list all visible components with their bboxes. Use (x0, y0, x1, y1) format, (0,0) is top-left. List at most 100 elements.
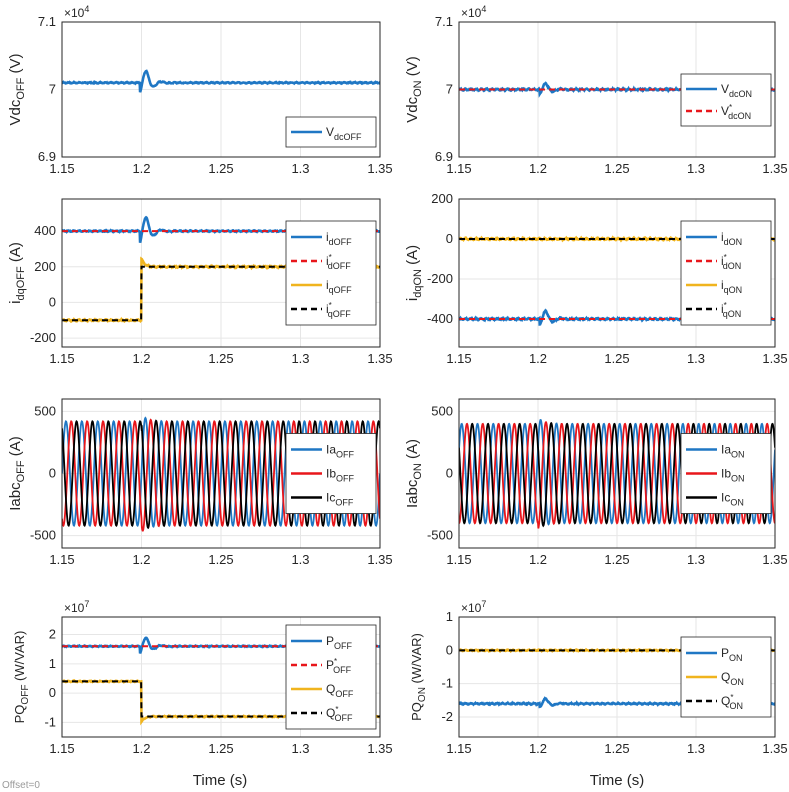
legend-label: Q* ON (721, 693, 743, 711)
x-tick-label: 1.2 (132, 161, 150, 176)
x-tick-label: 1.2 (529, 552, 547, 567)
panel-idq_off: 1.15 1.2 1.25 1.3 1.35 400 200 0 -200 idqOFF (A) i… (7, 198, 393, 366)
legend-label: idOFF (326, 230, 352, 247)
x-tick-label: 1.25 (208, 741, 233, 756)
legend: IaON IbON IcON (680, 433, 772, 514)
x-tick-label: 1.3 (291, 552, 309, 567)
y-axis-label: VdcON (V) (404, 56, 424, 123)
axes-frame (458, 398, 776, 549)
legend: POFF P* OFF QOFF Q* OFF (285, 624, 377, 730)
y-tick-label: 200 (431, 191, 453, 206)
x-axis-label-right: Time (s) (590, 772, 644, 789)
y-axis-label: IabcOFF (A) (7, 436, 27, 511)
y-tick-label: 500 (34, 403, 56, 418)
y-tick-label: 0 (446, 466, 453, 481)
y-tick-label: 7 (49, 82, 56, 97)
y-axis-label: PQOFF (W/VAR) (12, 631, 31, 724)
legend-label: POFF (326, 634, 353, 651)
y-tick-label: 0 (446, 231, 453, 246)
y-tick-label: 2 (49, 627, 56, 642)
y-tick-label: 500 (431, 403, 453, 418)
y-tick-label: -400 (427, 311, 453, 326)
x-tick-label: 1.35 (762, 552, 787, 567)
x-tick-label: 1.35 (367, 161, 392, 176)
legend-box (285, 624, 377, 730)
x-tick-label: 1.3 (687, 552, 705, 567)
axes-frame (458, 616, 776, 738)
x-tick-label: 1.35 (367, 741, 392, 756)
exponent-label: ×107 (64, 599, 89, 615)
legend-label: iqOFF (326, 278, 352, 295)
x-tick-label: 1.35 (762, 351, 787, 366)
legend: idON i* dON iqON i* qON (680, 220, 772, 326)
y-tick-label: 0 (446, 642, 453, 657)
legend-label: iqON (721, 278, 742, 295)
axes-frame (458, 21, 776, 158)
x-tick-label: 1.25 (604, 161, 629, 176)
series-line-VdcOFF (62, 69, 380, 93)
x-tick-label: 1.25 (208, 161, 233, 176)
legend-label: i* qON (721, 301, 741, 319)
legend-label: i* qOFF (326, 301, 351, 319)
legend-label: QON (721, 670, 744, 687)
x-tick-label: 1.2 (529, 161, 547, 176)
y-tick-label: -1 (441, 676, 453, 691)
x-tick-label: 1.3 (687, 741, 705, 756)
x-tick-label: 1.3 (687, 161, 705, 176)
y-tick-label: -200 (30, 330, 56, 345)
legend-box (285, 220, 377, 326)
series-line-IaOFF (62, 416, 380, 528)
exponent-label: ×107 (461, 599, 486, 615)
legend-label: P* OFF (326, 657, 352, 675)
legend-label: IaON (721, 443, 745, 460)
legend: VdcON V* dcON (680, 73, 772, 127)
panel-iabc_on: 1.15 1.2 1.25 1.3 1.35 500 0 -500 IabcON (A) IaON… (404, 398, 788, 567)
x-tick-label: 1.35 (762, 161, 787, 176)
y-tick-label: -200 (427, 271, 453, 286)
y-tick-label: -1 (44, 714, 56, 729)
y-tick-label: 1 (446, 609, 453, 624)
x-tick-label: 1.15 (49, 741, 74, 756)
y-axis-label: PQON (W/VAR) (409, 633, 428, 721)
x-axis-label-left: Time (s) (193, 772, 247, 789)
axes-frame (61, 198, 381, 348)
y-tick-label: 0 (49, 294, 56, 309)
x-tick-label: 1.15 (49, 552, 74, 567)
panel-vdc_on: 1.15 1.2 1.25 1.3 1.35 7.1 7 6.9 ×104 VdcON (V) Vd… (404, 4, 788, 176)
legend-label: PON (721, 646, 743, 663)
y-tick-label: -500 (30, 528, 56, 543)
legend-label: IcOFF (326, 491, 354, 508)
series-line-IbOFF (62, 418, 380, 532)
x-tick-label: 1.3 (687, 351, 705, 366)
x-tick-label: 1.15 (49, 351, 74, 366)
legend-box (680, 73, 772, 127)
x-tick-label: 1.25 (604, 552, 629, 567)
x-tick-label: 1.2 (132, 552, 150, 567)
legend-label: i* dON (721, 253, 741, 271)
legend-label: VdcON (721, 82, 752, 99)
panel-iabc_off: 1.15 1.2 1.25 1.3 1.35 500 0 -500 IabcOFF (A) IaO… (7, 398, 393, 567)
x-tick-label: 1.35 (762, 741, 787, 756)
legend-label: i* dOFF (326, 253, 351, 271)
x-tick-label: 1.35 (367, 552, 392, 567)
y-axis-label: idqON (A) (404, 245, 424, 301)
y-tick-label: -2 (441, 709, 453, 724)
legend-label: IcON (721, 491, 744, 508)
y-tick-label: 7 (446, 82, 453, 97)
legend: IaOFF IbOFF IcOFF (285, 433, 377, 514)
legend-label: VdcOFF (326, 125, 362, 142)
legend-label: V* dcON (721, 103, 751, 121)
panel-vdc_off: 1.15 1.2 1.25 1.3 1.35 7.1 7 6.9 ×104 VdcOFF (V) V… (7, 4, 393, 176)
x-tick-label: 1.15 (49, 161, 74, 176)
y-axis-label: VdcOFF (V) (7, 53, 27, 125)
x-tick-label: 1.2 (529, 741, 547, 756)
legend-label: idON (721, 230, 742, 247)
x-tick-label: 1.15 (446, 552, 471, 567)
legend: VdcOFF (285, 116, 377, 148)
x-tick-label: 1.15 (446, 161, 471, 176)
axes-frame (458, 198, 776, 348)
y-tick-label: 6.9 (38, 149, 56, 164)
y-tick-label: 1 (49, 656, 56, 671)
